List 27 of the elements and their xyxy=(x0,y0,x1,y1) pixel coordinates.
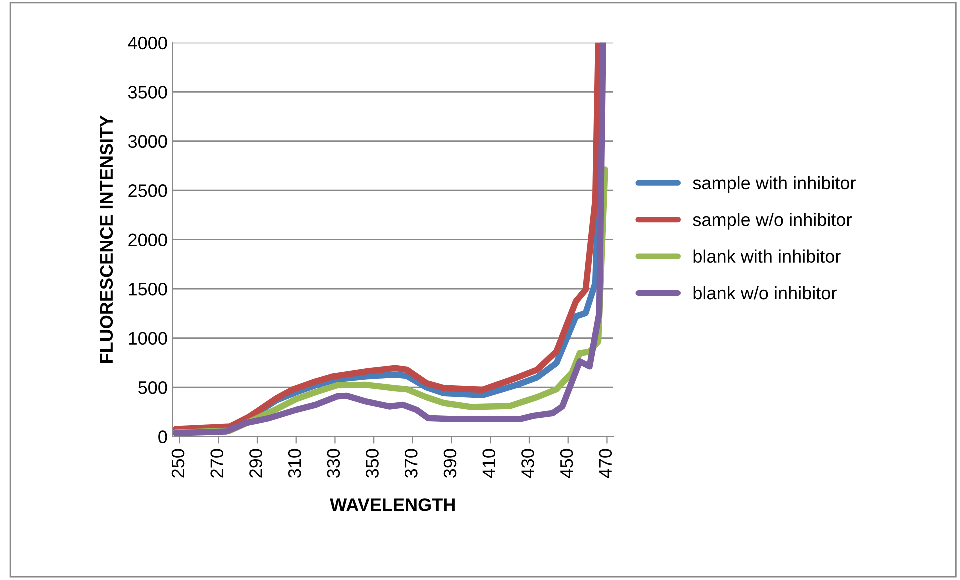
legend-label: sample w/o inhibitor xyxy=(693,213,852,230)
x-tick-label: 350 xyxy=(366,449,379,478)
y-tick-label: 2000 xyxy=(128,234,168,247)
y-axis-title: FLUORESCENCE INTENSITY xyxy=(100,116,114,364)
y-tick-label: 0 xyxy=(158,430,168,444)
x-tick-label: 470 xyxy=(599,449,612,478)
y-tick-label: 1000 xyxy=(129,332,168,346)
y-tick-label: 3500 xyxy=(128,86,168,99)
legend-label: blank with inhibitor xyxy=(694,250,841,264)
x-tick-label: 390 xyxy=(444,449,457,478)
y-tick-label: 3000 xyxy=(128,135,168,148)
y-tick-label: 2500 xyxy=(128,184,168,198)
legend-label: sample with inhibitor xyxy=(693,176,856,194)
x-tick-label: 410 xyxy=(482,449,496,478)
x-tick-label: 250 xyxy=(172,449,185,478)
x-tick-label: 310 xyxy=(288,449,302,478)
y-tick-label: 1500 xyxy=(129,282,168,296)
legend-label: blank w/o inhibitor xyxy=(694,286,837,300)
x-tick-label: 450 xyxy=(560,449,574,478)
x-tick-label: 290 xyxy=(250,449,262,478)
x-tick-label: 270 xyxy=(210,449,224,478)
x-tick-label: 370 xyxy=(405,449,418,478)
y-tick-label: 500 xyxy=(138,381,168,394)
x-tick-label: 330 xyxy=(327,449,340,478)
y-tick-label: 4000 xyxy=(128,36,168,50)
x-tick-label: 430 xyxy=(522,449,534,478)
x-axis-title: WAVELENGTH xyxy=(330,498,455,512)
